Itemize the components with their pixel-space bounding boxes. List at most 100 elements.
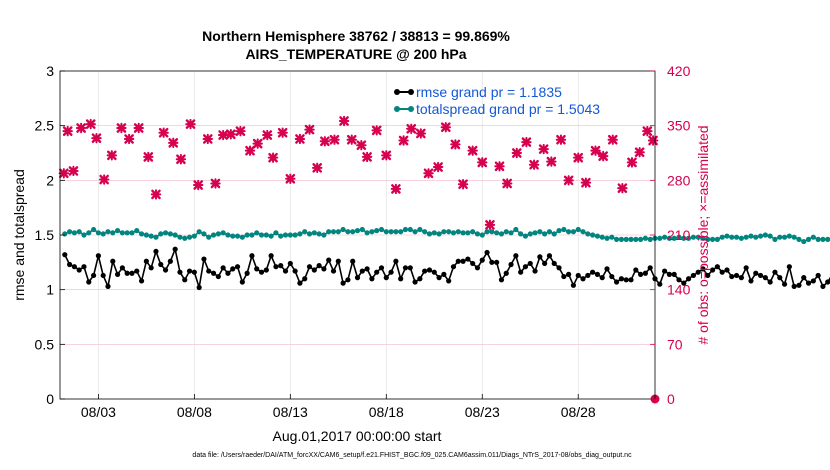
- y-right-tick-label: 210: [667, 227, 691, 243]
- totalspread-point: [340, 226, 346, 233]
- totalspread-point: [335, 229, 341, 235]
- totalspread-point: [374, 228, 380, 234]
- totalspread-point: [685, 235, 692, 241]
- totalspread-point: [796, 236, 802, 242]
- totalspread-point: [781, 234, 788, 240]
- totalspread-point: [393, 229, 399, 235]
- rmse-point: [436, 275, 442, 281]
- x-tick-label: 08/13: [273, 404, 308, 420]
- rmse-point: [81, 264, 87, 270]
- rmse-point: [618, 276, 625, 282]
- rmse-point: [100, 272, 106, 279]
- rmse-point: [522, 264, 529, 270]
- totalspread-point: [124, 230, 130, 236]
- rmse-point: [268, 253, 274, 259]
- obs-assimilated-point: [68, 165, 79, 177]
- totalspread-point: [292, 232, 298, 238]
- obs-assimilated-point: [338, 115, 350, 127]
- rmse-point: [513, 253, 519, 259]
- totalspread-point: [791, 234, 797, 240]
- totalspread-point: [638, 236, 644, 242]
- rmse-point: [575, 272, 581, 279]
- totalspread-point: [162, 230, 169, 236]
- totalspread-point: [503, 229, 509, 235]
- rmse-point: [796, 282, 802, 288]
- totalspread-point: [662, 234, 668, 240]
- rmse-point: [225, 270, 231, 276]
- rmse-point: [374, 269, 380, 275]
- rmse-point: [633, 267, 639, 273]
- rmse-point: [494, 259, 500, 265]
- totalspread-point: [297, 231, 303, 237]
- x-tick-label: 08/08: [177, 404, 212, 420]
- rmse-point: [306, 264, 313, 270]
- totalspread-point: [594, 233, 601, 239]
- obs-assimilated-point: [133, 122, 144, 134]
- totalspread-point: [230, 233, 236, 239]
- totalspread-point: [623, 236, 629, 242]
- rmse-point: [273, 264, 279, 270]
- totalspread-point: [143, 232, 149, 238]
- obs-assimilated-point: [168, 137, 179, 149]
- rmse-point: [62, 252, 68, 258]
- obs-assimilated-point: [538, 143, 549, 155]
- rmse-point: [282, 268, 289, 274]
- rmse-point: [196, 284, 202, 291]
- rmse-point: [292, 268, 298, 274]
- rmse-point: [738, 275, 744, 281]
- obs-assimilated-point: [467, 145, 478, 156]
- rmse-point: [417, 276, 423, 282]
- obs-assimilated-point: [210, 178, 221, 189]
- obs-assimilated-point: [143, 151, 154, 163]
- obs-assimilated-point: [175, 154, 187, 165]
- obs-assimilated-point: [192, 179, 204, 191]
- totalspread-point: [450, 230, 457, 236]
- totalspread-point: [489, 229, 495, 235]
- rmse-point: [518, 269, 524, 275]
- rmse-point: [278, 263, 284, 269]
- rmse-point: [114, 271, 121, 277]
- rmse-point: [95, 253, 101, 259]
- totalspread-point: [206, 234, 212, 240]
- obs-assimilated-point: [346, 134, 357, 145]
- totalspread-point: [748, 233, 754, 239]
- rmse-point: [642, 270, 649, 276]
- rmse-point: [709, 267, 716, 273]
- rmse-point: [186, 268, 193, 274]
- obs-assimilated-point: [634, 147, 645, 158]
- obs-assimilated-point: [415, 128, 427, 139]
- rmse-point: [460, 258, 466, 264]
- totalspread-point: [767, 233, 773, 239]
- y-right-tick-label: 70: [667, 336, 683, 352]
- totalspread-point: [676, 234, 682, 240]
- rmse-point: [671, 271, 677, 277]
- rmse-point: [388, 269, 394, 275]
- totalspread-point: [388, 229, 394, 235]
- x-tick-label: 08/28: [561, 404, 596, 420]
- rmse-point: [714, 264, 720, 270]
- obs-assimilated-point: [311, 162, 323, 174]
- rmse-point: [580, 276, 586, 282]
- obs-assimilated-point: [390, 183, 402, 195]
- totalspread-point: [76, 229, 82, 235]
- rmse-point: [249, 253, 255, 259]
- totalspread-point: [522, 233, 529, 239]
- legend-rmse-marker-end: [408, 89, 414, 95]
- totalspread-point: [378, 226, 385, 233]
- rmse-point: [729, 273, 735, 280]
- totalspread-point: [762, 232, 768, 238]
- legend: rmse grand pr = 1.1835 totalspread grand…: [394, 84, 600, 117]
- obs-assimilated-point: [626, 157, 638, 168]
- y-right-tick-label: 350: [667, 118, 691, 134]
- rmse-point: [566, 271, 572, 277]
- rmse-point: [484, 249, 490, 256]
- obs-assimilated-point: [597, 150, 609, 162]
- totalspread-point: [110, 230, 116, 236]
- totalspread-point: [460, 230, 466, 236]
- obs-assimilated-point: [123, 133, 135, 145]
- rmse-point: [628, 277, 634, 283]
- rmse-point: [537, 254, 543, 260]
- rmse-point: [623, 277, 629, 283]
- totalspread-point: [134, 228, 140, 234]
- rmse-point: [321, 266, 327, 272]
